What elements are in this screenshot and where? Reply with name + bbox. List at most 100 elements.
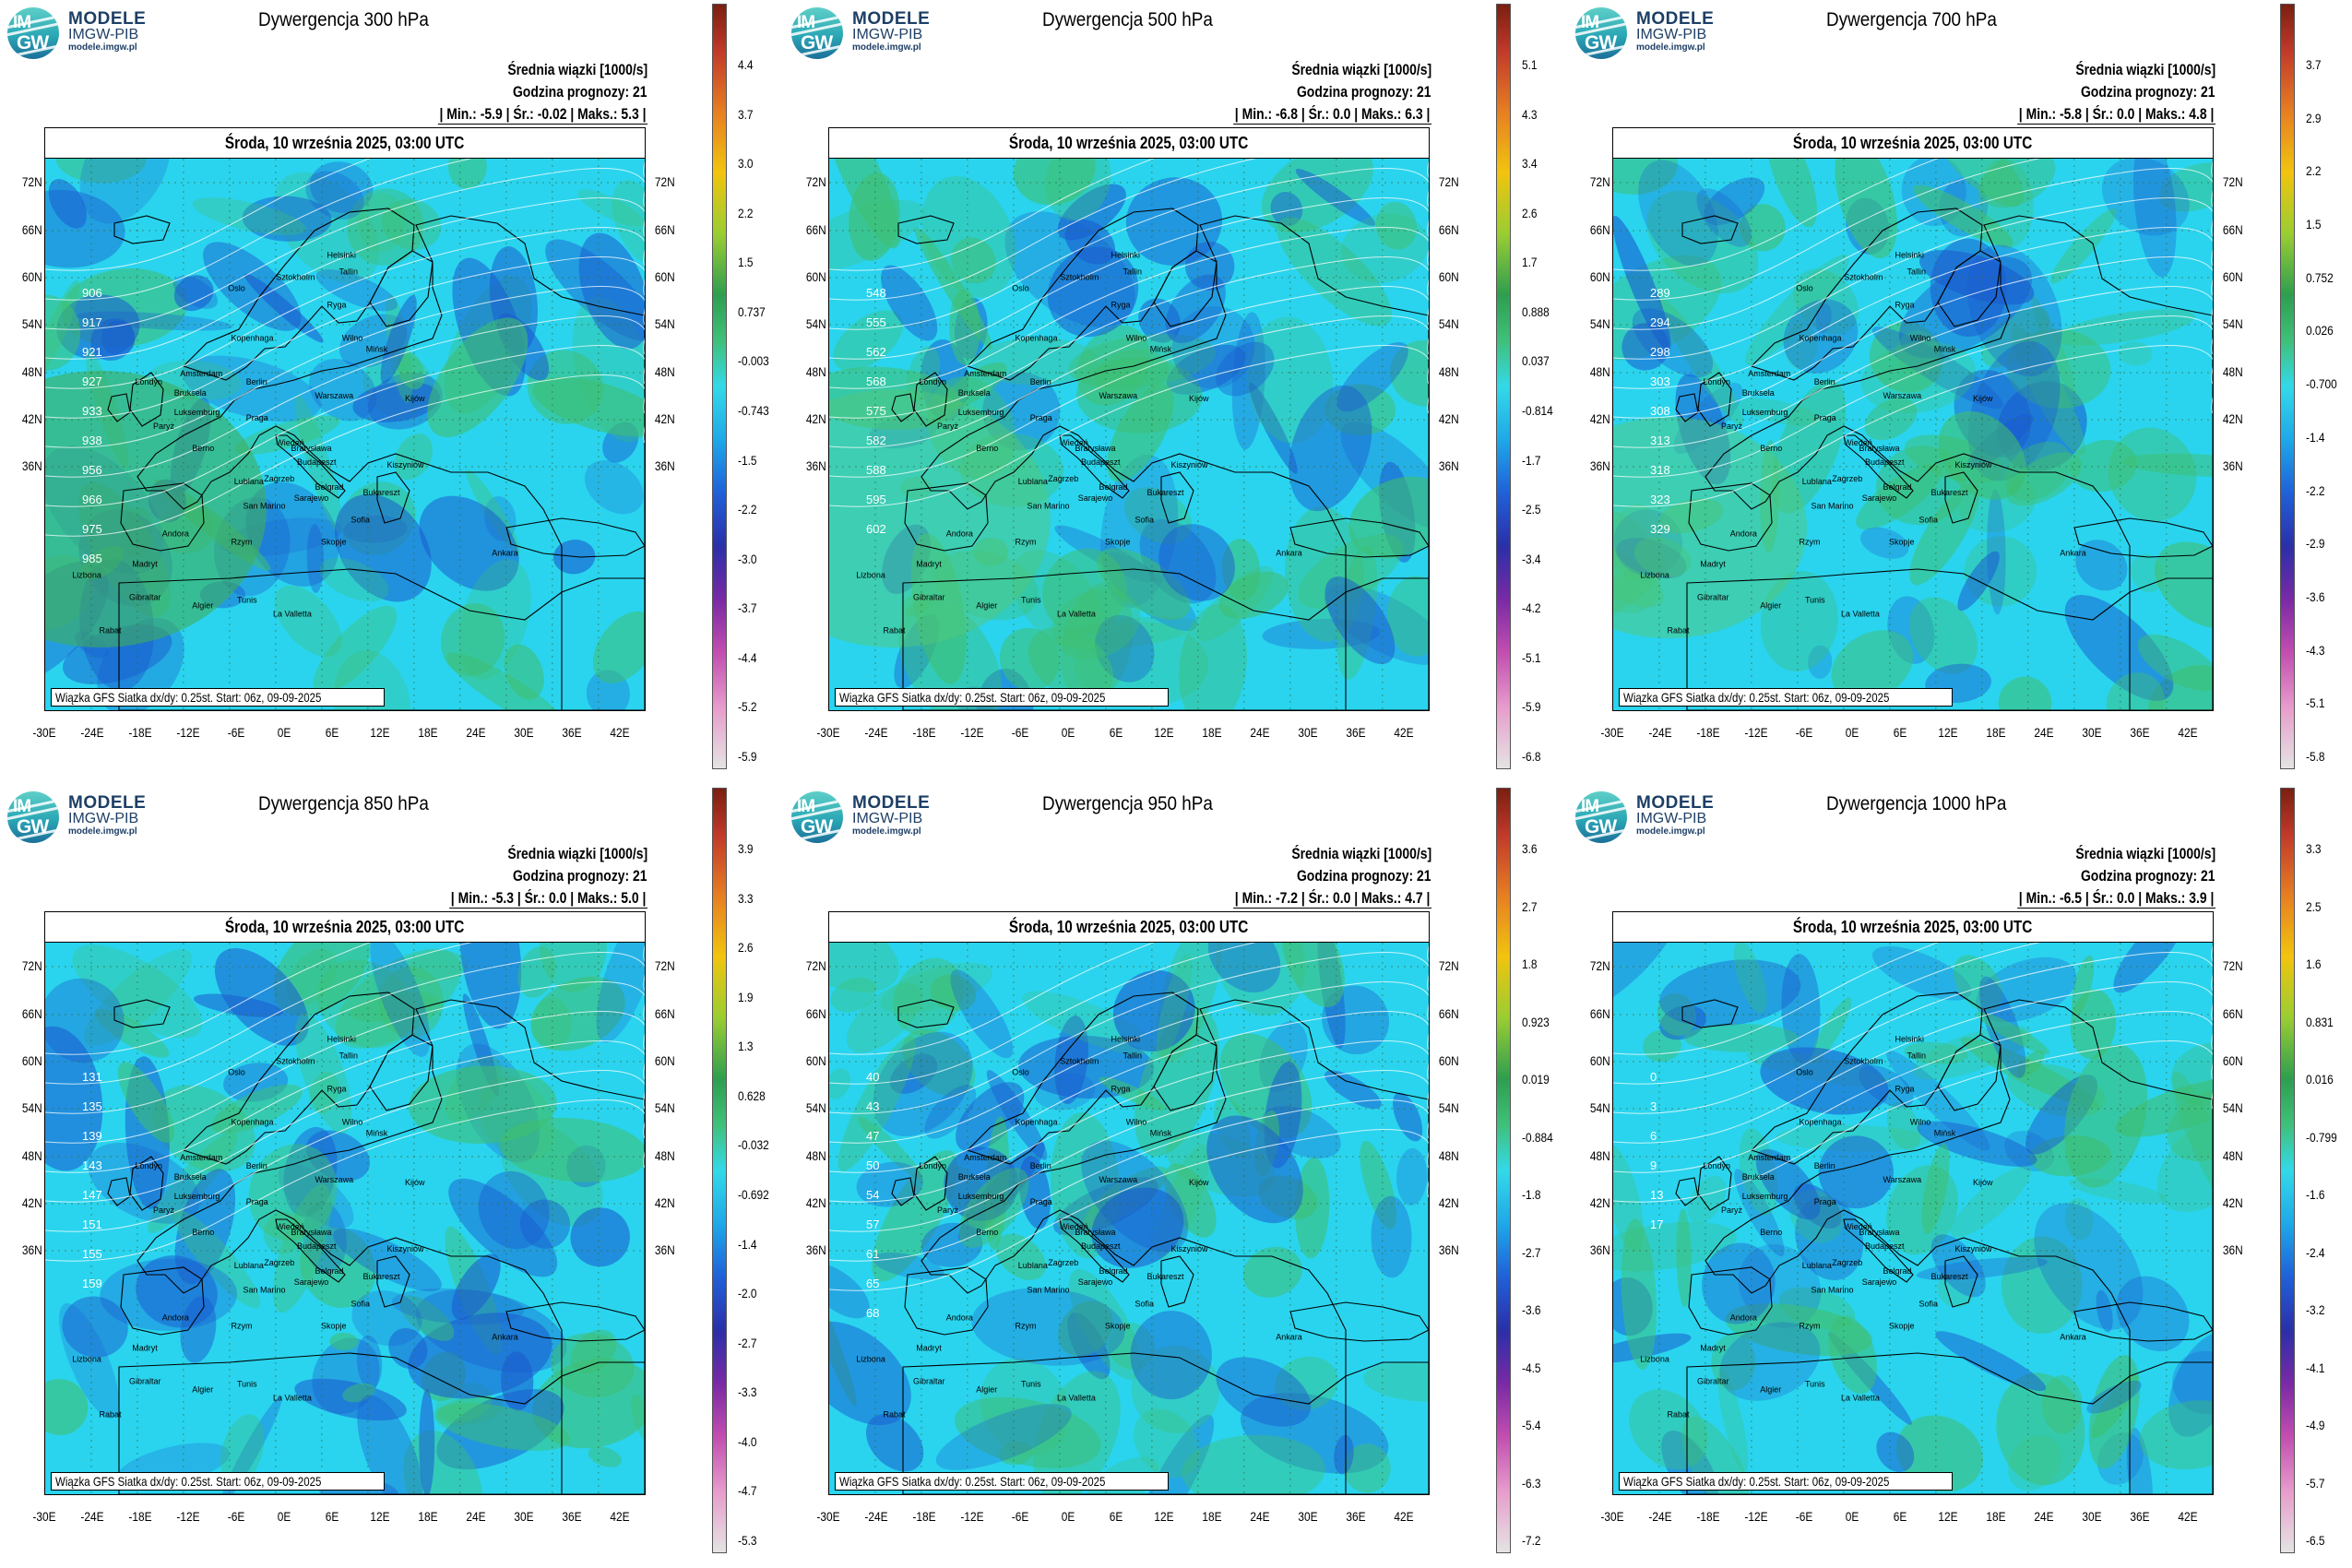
colorbar [1496, 4, 1511, 769]
geopotential-contours [829, 159, 1429, 507]
coastlines [891, 992, 1429, 1494]
city-label: Ryga [327, 1085, 347, 1094]
colorbar-tick: -5.2 [738, 699, 757, 715]
city-label: Belgrad [1099, 1266, 1128, 1276]
lon-label: 36E [562, 725, 582, 740]
lat-label-right: 72N [1438, 958, 1459, 973]
colorbar-tick: -0.700 [2306, 376, 2337, 392]
city-label: San Marino [244, 502, 286, 511]
contour-label: 50 [866, 1158, 879, 1172]
city-label: Paryż [1721, 1206, 1743, 1215]
city-label: Sarajewo [294, 493, 329, 503]
contour-label: 131 [82, 1070, 102, 1084]
city-label: Gibraltar [913, 592, 945, 601]
logo-line2: IMGW-PIB [1636, 811, 1707, 826]
city-label: Helsinki [1111, 251, 1141, 260]
city-label: Bukareszt [1931, 488, 1969, 497]
divergence-map: 548 555 562 568 575 582 588 595 602 Oslo Sztokholm… [829, 159, 1429, 710]
model-footer-text: Wiązka GFS Siatka dx/dy: 0.25st. Start: … [839, 1474, 1106, 1489]
contour-label: 956 [82, 463, 102, 477]
lat-label-left: 42N [805, 411, 826, 426]
lat-label-right: 48N [2222, 364, 2243, 379]
lat-label-left: 36N [1589, 1242, 1610, 1257]
colorbar-tick: 3.3 [738, 890, 754, 906]
contour-label: 548 [866, 286, 886, 300]
panel-title: Dywergencja 300 hPa [258, 9, 429, 30]
logo-line1: MODELE [1636, 9, 1715, 29]
logo-disc-bottom: GW [801, 816, 833, 837]
lat-label-left: 48N [1589, 364, 1610, 379]
contour-label: 68 [866, 1306, 879, 1320]
lat-label-right: 72N [2222, 174, 2243, 189]
city-label: Algier [976, 1384, 997, 1394]
colorbar-tick: -4.2 [1522, 600, 1541, 616]
city-label: Londyn [1704, 1161, 1731, 1170]
lon-label: 24E [2034, 1509, 2054, 1524]
city-label: Mińsk [1150, 1128, 1172, 1137]
city-label: Tallin [1907, 267, 1927, 277]
city-label: Tunis [1805, 595, 1825, 604]
forecast-hour: Godzina prognozy: 21 [2081, 83, 2215, 101]
date-label: Środa, 10 września 2025, 03:00 UTC [1009, 134, 1249, 152]
city-label: Lublana [234, 477, 264, 486]
colorbar-tick: -4.3 [2306, 642, 2325, 658]
coastlines [1675, 208, 2213, 710]
lat-label-right: 60N [1438, 269, 1459, 284]
city-label: Helsinki [327, 1035, 357, 1044]
geopotential-contours [829, 943, 1429, 1291]
city-label: Skopje [321, 1322, 347, 1331]
contour-label: 40 [866, 1070, 879, 1084]
map-frame: Środa, 10 września 2025, 03:00 UTC 0 3 6 9 13… [1612, 911, 2214, 1495]
colorbar-tick: 2.2 [2306, 163, 2322, 179]
imgw-logo-icon: IM GW [791, 791, 843, 843]
city-label: Tunis [1021, 1379, 1041, 1388]
colorbar-tick: 3.9 [738, 841, 754, 856]
city-label: Kijów [405, 1178, 425, 1187]
colorbar-tick: 1.9 [738, 989, 754, 1004]
lon-label: 24E [466, 1509, 486, 1524]
contour-label: 921 [82, 345, 102, 359]
lon-label: 42E [1394, 725, 1414, 740]
lat-label-right: 66N [2222, 1006, 2243, 1021]
logo-disc-bottom: GW [17, 32, 49, 53]
colorbar-tick: 0.923 [1522, 1014, 1550, 1029]
lat-label-left: 42N [1589, 411, 1610, 426]
colorbar-tick: 0.016 [2306, 1072, 2334, 1087]
city-label: Rabat [1668, 1409, 1691, 1419]
imgw-logo: IM GW MODELE IMGW-PIB modele.imgw.pl [791, 791, 976, 845]
colorbar-tick: 0.752 [2306, 269, 2334, 285]
lat-label-left: 66N [21, 1006, 42, 1021]
city-label: Bukareszt [363, 488, 401, 497]
city-label: Lublana [1018, 477, 1048, 486]
lon-label: 30E [2082, 1509, 2102, 1524]
lat-label-left: 72N [1589, 958, 1610, 973]
city-label: Mińsk [366, 1128, 388, 1137]
lon-label: -6E [1011, 1509, 1029, 1524]
city-label: Kiszyniów [1955, 1244, 1993, 1253]
contour-label: 143 [82, 1158, 102, 1172]
logo-disc-bottom: GW [801, 32, 833, 53]
contour-label: 61 [866, 1247, 879, 1261]
city-label: Budapeszt [1081, 1241, 1121, 1251]
colorbar-tick: -5.3 [738, 1533, 757, 1548]
city-label: Ryga [1895, 1085, 1915, 1094]
lon-label: 0E [1845, 1509, 1859, 1524]
city-label: San Marino [1028, 1286, 1070, 1295]
date-bar: Środa, 10 września 2025, 03:00 UTC [1613, 128, 2213, 159]
model-footer: Wiązka GFS Siatka dx/dy: 0.25st. Start: … [835, 688, 1169, 707]
graticule [45, 943, 645, 1494]
city-label: Sztokholm [276, 1057, 315, 1066]
map-panel: IM GW MODELE IMGW-PIB modele.imgw.pl Dywe… [0, 784, 784, 1568]
city-label: Lublana [1018, 1261, 1048, 1270]
contour-label: 43 [866, 1099, 879, 1113]
date-bar: Środa, 10 września 2025, 03:00 UTC [1613, 912, 2213, 943]
stats-line: | Min.: -5.8 | Śr.: 0.0 | Maks.: 4.8 | [2017, 105, 2215, 125]
city-label: Oslo [1796, 284, 1813, 293]
city-label: Kopenhaga [1800, 333, 1842, 342]
lon-label: 12E [1154, 1509, 1174, 1524]
lat-label-right: 54N [2222, 1100, 2243, 1115]
colorbar-tick: 2.6 [1522, 205, 1538, 220]
city-label: Skopje [1889, 1322, 1915, 1331]
city-label: Berlin [1814, 1161, 1835, 1170]
map-panel: IM GW MODELE IMGW-PIB modele.imgw.pl Dywe… [1568, 784, 2352, 1568]
